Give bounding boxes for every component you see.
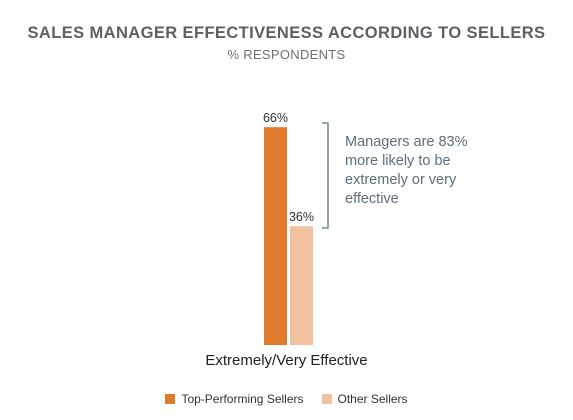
bar-other-sellers xyxy=(290,226,313,345)
legend-label-top-performing: Top-Performing Sellers xyxy=(181,392,304,406)
legend-label-other-sellers: Other Sellers xyxy=(337,392,408,406)
legend: Top-Performing Sellers Other Sellers xyxy=(0,392,573,406)
legend-item-other-sellers: Other Sellers xyxy=(321,392,408,406)
category-label: Extremely/Very Effective xyxy=(205,352,368,369)
bar-value-label-top-performing: 66% xyxy=(263,111,288,125)
bar-value-label-other-sellers: 36% xyxy=(289,210,314,224)
legend-swatch-other-sellers xyxy=(321,394,332,404)
chart-subtitle: % RESPONDENTS xyxy=(227,47,346,62)
callout-annotation: Managers are 83% more likely to be extre… xyxy=(345,134,468,207)
bar-top-performing xyxy=(264,127,287,345)
legend-item-top-performing: Top-Performing Sellers xyxy=(165,392,304,406)
legend-swatch-top-performing xyxy=(165,394,176,404)
callout-bracket xyxy=(322,122,329,229)
chart-title: SALES MANAGER EFFECTIVENESS ACCORDING TO… xyxy=(27,24,546,42)
